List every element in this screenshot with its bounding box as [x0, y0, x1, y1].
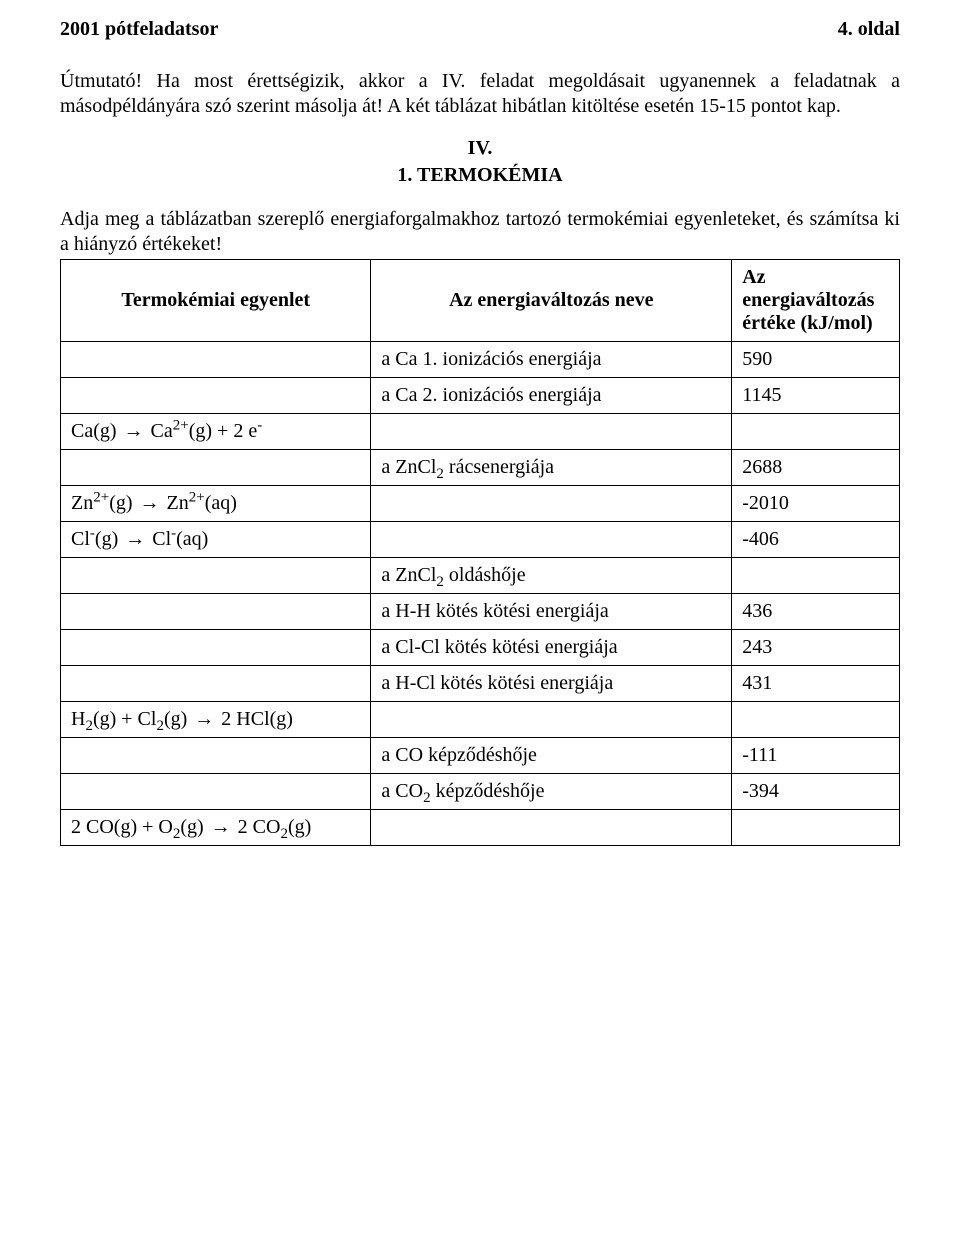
cell-equation: Ca(g) → Ca2+(g) + 2 e- [61, 414, 371, 450]
cell-energy-value [732, 702, 900, 738]
cell-equation [61, 738, 371, 774]
cell-equation [61, 558, 371, 594]
col-header-equation: Termokémiai egyenlet [61, 260, 371, 342]
cell-energy-value: 243 [732, 630, 900, 666]
section-number: IV. [60, 137, 900, 160]
cell-energy-name: a Ca 2. ionizációs energiája [371, 378, 732, 414]
cell-equation [61, 630, 371, 666]
section-title: 1. TERMOKÉMIA [60, 164, 900, 187]
cell-energy-value: -2010 [732, 486, 900, 522]
intro-paragraph: Útmutató! Ha most érettségizik, akkor a … [60, 69, 900, 119]
cell-equation: H2(g) + Cl2(g) → 2 HCl(g) [61, 702, 371, 738]
cell-energy-name: a CO képződéshője [371, 738, 732, 774]
cell-energy-name: a H-H kötés kötési energiája [371, 594, 732, 630]
cell-energy-name: a CO2 képződéshője [371, 774, 732, 810]
table-row: Ca(g) → Ca2+(g) + 2 e- [61, 414, 900, 450]
table-row: Zn2+(g) → Zn2+(aq) -2010 [61, 486, 900, 522]
table-row: a H-Cl kötés kötési energiája431 [61, 666, 900, 702]
col-header-value: Az energiaváltozás értéke (kJ/mol) [732, 260, 900, 342]
table-row: a H-H kötés kötési energiája436 [61, 594, 900, 630]
cell-energy-name [371, 414, 732, 450]
cell-energy-value [732, 810, 900, 846]
page-header: 2001 pótfeladatsor 4. oldal [60, 18, 900, 41]
table-row: a CO képződéshője-111 [61, 738, 900, 774]
cell-energy-name: a Cl-Cl kötés kötési energiája [371, 630, 732, 666]
cell-energy-value: 1145 [732, 378, 900, 414]
cell-equation: Cl-(g) → Cl-(aq) [61, 522, 371, 558]
table-row: H2(g) + Cl2(g) → 2 HCl(g) [61, 702, 900, 738]
cell-energy-name [371, 810, 732, 846]
header-right: 4. oldal [838, 18, 900, 41]
table-row: a Cl-Cl kötés kötési energiája243 [61, 630, 900, 666]
table-row: a CO2 képződéshője-394 [61, 774, 900, 810]
table-body: a Ca 1. ionizációs energiája590a Ca 2. i… [61, 342, 900, 846]
table-row: 2 CO(g) + O2(g) → 2 CO2(g) [61, 810, 900, 846]
cell-energy-value: 431 [732, 666, 900, 702]
cell-equation [61, 450, 371, 486]
cell-energy-value: -111 [732, 738, 900, 774]
section-description: Adja meg a táblázatban szereplő energiaf… [60, 207, 900, 257]
cell-energy-value: 2688 [732, 450, 900, 486]
table-row: a Ca 2. ionizációs energiája1145 [61, 378, 900, 414]
cell-energy-value [732, 558, 900, 594]
table-row: a ZnCl2 oldáshője [61, 558, 900, 594]
cell-energy-name [371, 702, 732, 738]
cell-energy-value: -394 [732, 774, 900, 810]
cell-energy-name [371, 486, 732, 522]
cell-energy-value: 436 [732, 594, 900, 630]
cell-energy-name: a ZnCl2 rácsenergiája [371, 450, 732, 486]
cell-equation: 2 CO(g) + O2(g) → 2 CO2(g) [61, 810, 371, 846]
table-row: a ZnCl2 rácsenergiája2688 [61, 450, 900, 486]
cell-energy-value [732, 414, 900, 450]
col-header-name: Az energiaváltozás neve [371, 260, 732, 342]
page: 2001 pótfeladatsor 4. oldal Útmutató! Ha… [0, 0, 960, 1234]
cell-equation [61, 774, 371, 810]
cell-equation [61, 342, 371, 378]
header-left: 2001 pótfeladatsor [60, 18, 218, 41]
cell-equation [61, 378, 371, 414]
cell-equation [61, 594, 371, 630]
cell-energy-name: a ZnCl2 oldáshője [371, 558, 732, 594]
cell-energy-name: a H-Cl kötés kötési energiája [371, 666, 732, 702]
cell-energy-name [371, 522, 732, 558]
cell-equation [61, 666, 371, 702]
table-row: Cl-(g) → Cl-(aq) -406 [61, 522, 900, 558]
table-row: a Ca 1. ionizációs energiája590 [61, 342, 900, 378]
thermochem-table: Termokémiai egyenlet Az energiaváltozás … [60, 259, 900, 846]
table-header-row: Termokémiai egyenlet Az energiaváltozás … [61, 260, 900, 342]
cell-energy-value: 590 [732, 342, 900, 378]
cell-energy-value: -406 [732, 522, 900, 558]
cell-equation: Zn2+(g) → Zn2+(aq) [61, 486, 371, 522]
cell-energy-name: a Ca 1. ionizációs energiája [371, 342, 732, 378]
